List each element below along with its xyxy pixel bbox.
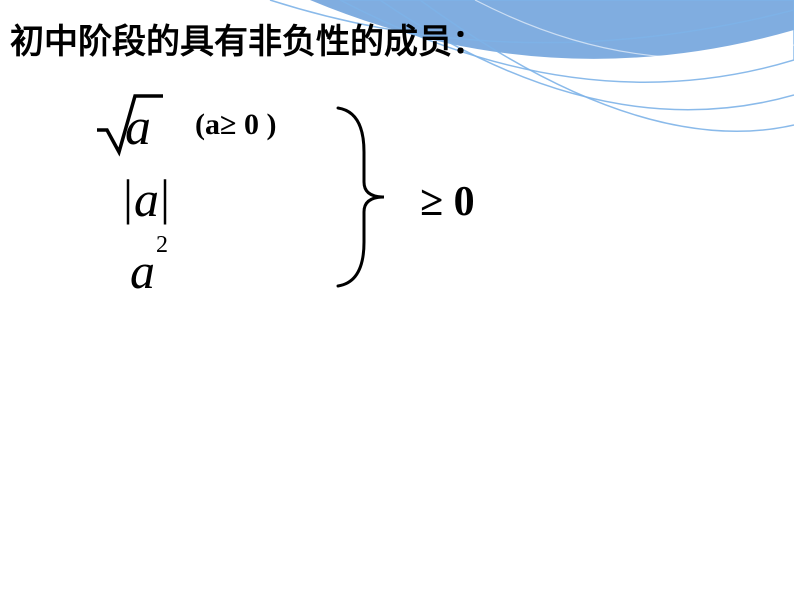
expression-sqrt: a (a≥ 0 ) <box>95 100 345 160</box>
sqrt-condition: (a≥ 0 ) <box>195 108 276 142</box>
abs-value: a <box>133 171 160 227</box>
right-brace-icon <box>330 102 400 292</box>
square-base: a <box>130 243 155 299</box>
square-exponent: 2 <box>156 232 168 259</box>
cond-prefix: (a <box>195 108 220 141</box>
cond-suffix: ) <box>266 108 276 141</box>
result-expression: ≥ 0 <box>420 178 475 226</box>
expression-absolute: |a| <box>123 172 345 232</box>
result-val: 0 <box>454 179 475 225</box>
sqrt-radicand: a <box>125 98 151 157</box>
expression-square: a 2 <box>130 242 345 302</box>
cond-op: ≥ <box>220 108 236 141</box>
math-expressions: a (a≥ 0 ) |a| a 2 <box>95 100 345 302</box>
abs-bar-right: | <box>160 168 170 226</box>
page-title: 初中阶段的具有非负性的成员： <box>10 14 486 63</box>
abs-bar-left: | <box>123 168 133 226</box>
cond-val: 0 <box>244 108 259 141</box>
result-op: ≥ <box>420 179 443 225</box>
